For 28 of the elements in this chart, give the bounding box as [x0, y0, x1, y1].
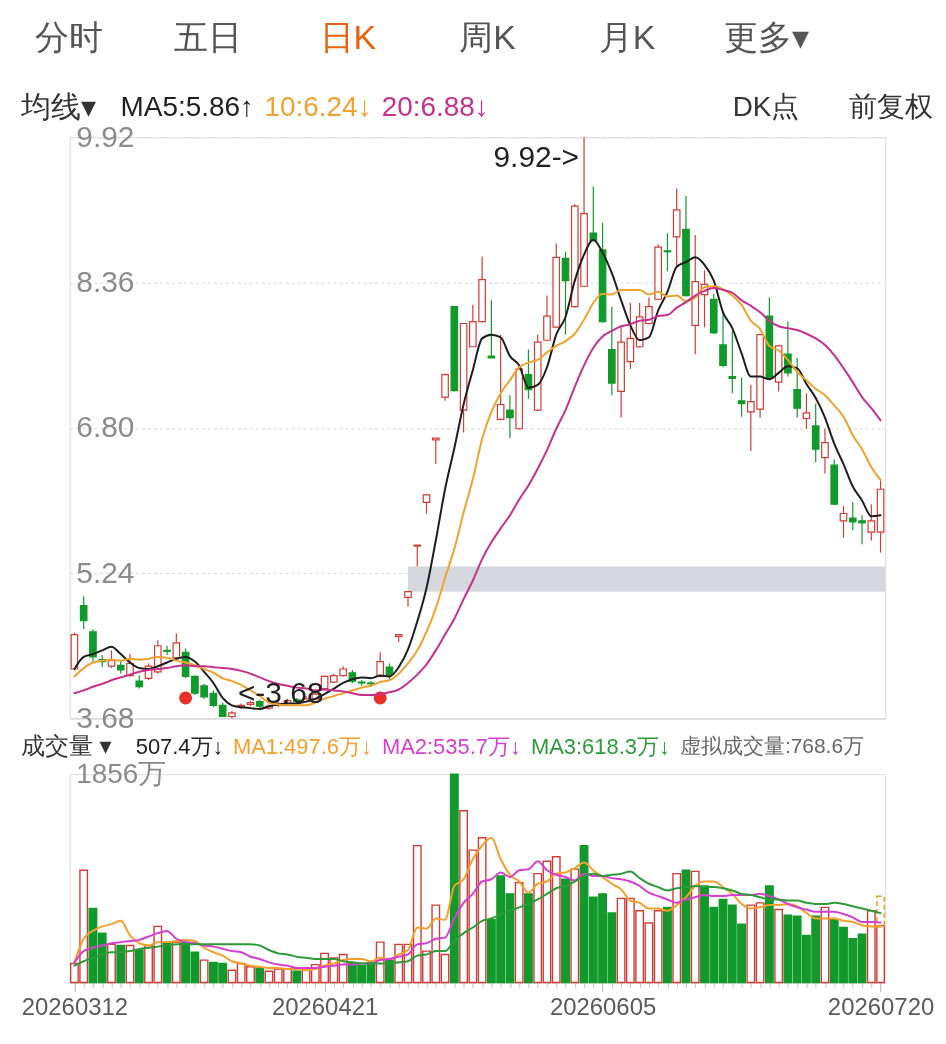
text: 五日 [174, 18, 243, 57]
y-tick-label: 1856万 [76, 757, 167, 789]
annotation: 9.92-> [493, 140, 580, 174]
text: 分时 [34, 18, 103, 57]
text: 虚拟成交量:768.6万 [679, 734, 865, 758]
y-tick-label: 3.68 [76, 700, 135, 734]
text: MA1:497.6万↓ [232, 734, 372, 760]
text: DK点 [732, 91, 800, 123]
x-tick-label: 20260720 [827, 992, 935, 1020]
y-tick-label: 8.36 [76, 264, 135, 298]
text: 10:6.24↓ [264, 91, 372, 123]
x-tick-label: 20260605 [549, 992, 657, 1020]
text: MA5:5.86↑ [120, 91, 255, 123]
text: 日K [319, 18, 377, 57]
text: 成交量 ▾ [20, 732, 112, 760]
x-tick-label: 20260421 [271, 992, 379, 1020]
text: 均线▾ [19, 90, 96, 124]
text: 507.4万↓ [135, 734, 224, 760]
text: MA2:535.7万↓ [381, 734, 521, 760]
text: MA3:618.3万↓ [530, 734, 670, 760]
text: 更多▾ [724, 18, 810, 57]
y-tick-label: 6.80 [76, 410, 135, 444]
text: 月K [598, 18, 656, 57]
x-tick-label: 20260312 [21, 992, 129, 1020]
y-tick-label: 5.24 [76, 555, 135, 589]
text: 20:6.88↓ [381, 91, 489, 123]
text: 周K [459, 18, 517, 57]
text: 前复权 [849, 91, 934, 123]
